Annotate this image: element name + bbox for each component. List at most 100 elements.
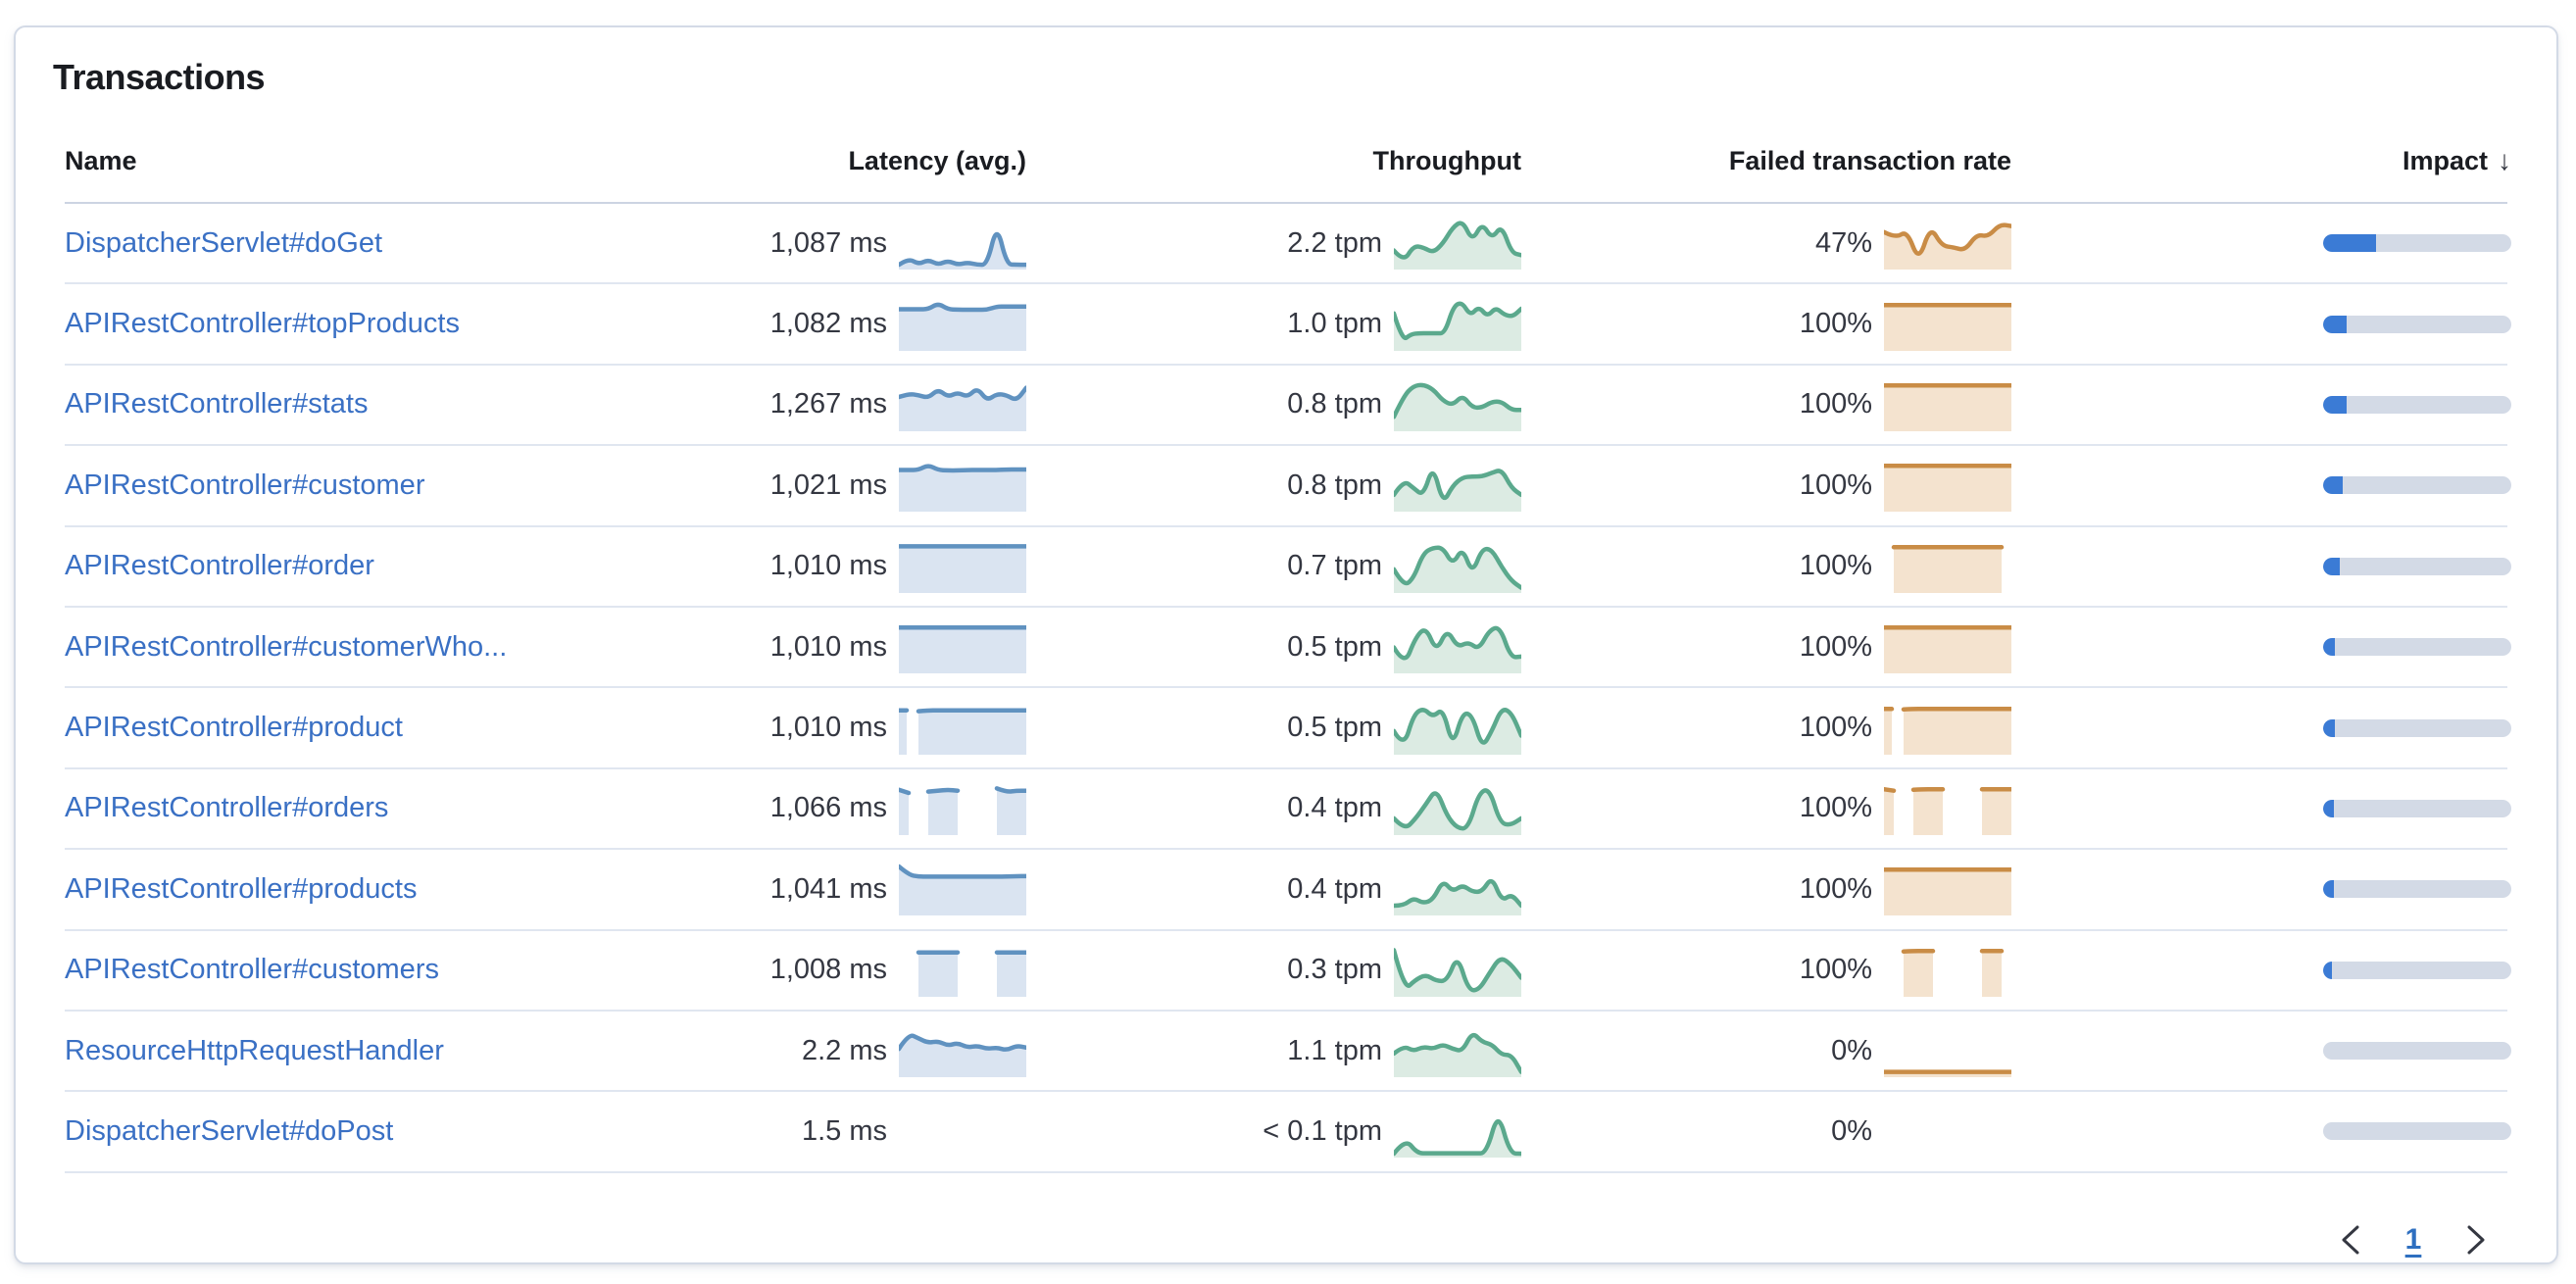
table-row: APIRestController#customerWho... 1,010 m… [65,608,2511,689]
column-header-failed-rate[interactable]: Failed transaction rate [1728,145,2011,175]
latency-value: 1,010 ms [769,550,887,582]
impact-bar [2323,476,2511,495]
failed-rate-cell: 100% [1521,944,2011,997]
failed-rate-sparkline [1884,706,2011,755]
name-cell: APIRestController#customerWho... [65,631,712,664]
pagination: 1 [65,1212,2507,1267]
table-row: APIRestController#topProducts 1,082 ms 1… [65,284,2511,366]
column-header-latency[interactable]: Latency (avg.) [848,145,1026,175]
page-number-1[interactable]: 1 [2404,1222,2422,1256]
throughput-value: 0.7 tpm [1287,550,1382,582]
failed-rate-value: 0% [1831,1114,1872,1147]
failed-rate-cell: 100% [1521,782,2011,835]
throughput-cell: 1.1 tpm [1026,1024,1521,1078]
failed-rate-value: 100% [1799,469,1872,501]
impact-bar [2323,557,2511,575]
throughput-cell: 0.5 tpm [1026,620,1521,674]
impact-cell [2011,880,2511,899]
throughput-cell: 1.0 tpm [1026,298,1521,351]
failed-rate-cell: 100% [1521,459,2011,513]
throughput-sparkline [1394,221,1521,271]
latency-value: 1,267 ms [769,388,887,420]
throughput-cell: 0.8 tpm [1026,459,1521,513]
throughput-cell: 0.4 tpm [1026,782,1521,835]
table-row: APIRestController#product 1,010 ms 0.5 t… [65,688,2511,769]
impact-cell [2011,315,2511,333]
impact-bar-fill [2323,638,2336,657]
name-cell: APIRestController#customer [65,469,712,502]
failed-rate-value: 100% [1799,712,1872,744]
failed-rate-cell: 100% [1521,863,2011,916]
transaction-link[interactable]: APIRestController#order [65,550,374,582]
throughput-value: 0.3 tpm [1287,954,1382,986]
panel-title: Transactions [53,57,266,97]
throughput-value: 0.5 tpm [1287,630,1382,663]
failed-rate-cell: 0% [1521,1105,2011,1158]
chevron-right-icon [2467,1225,2485,1255]
impact-bar [2323,234,2511,253]
column-header-impact[interactable]: Impact ↓ [2011,145,2511,176]
failed-rate-cell: 100% [1521,702,2011,755]
impact-cell [2011,476,2511,495]
transaction-link[interactable]: APIRestController#product [65,712,403,744]
throughput-sparkline [1394,469,1521,513]
next-page-button[interactable] [2449,1212,2503,1267]
throughput-cell: 0.4 tpm [1026,863,1521,916]
impact-bar-fill [2323,234,2376,253]
transaction-link[interactable]: APIRestController#stats [65,388,369,420]
impact-cell [2011,557,2511,575]
impact-bar-fill [2323,476,2344,495]
transaction-link[interactable]: APIRestController#topProducts [65,308,460,340]
throughput-cell: 0.5 tpm [1026,702,1521,755]
column-header-name[interactable]: Name [65,145,137,175]
chevron-left-icon [2342,1225,2359,1255]
impact-cell [2011,799,2511,817]
failed-rate-sparkline [1884,383,2011,431]
name-cell: APIRestController#order [65,550,712,582]
impact-bar [2323,961,2511,979]
previous-page-button[interactable] [2323,1212,2378,1267]
impact-cell [2011,1122,2511,1141]
latency-cell: 1,267 ms [712,378,1026,431]
latency-cell: 2.2 ms [712,1024,1026,1078]
name-cell: APIRestController#product [65,712,712,744]
table-row: APIRestController#order 1,010 ms 0.7 tpm… [65,527,2511,608]
column-header-throughput[interactable]: Throughput [1372,145,1521,175]
transaction-link[interactable]: ResourceHttpRequestHandler [65,1034,444,1066]
failed-rate-sparkline [1884,867,2011,916]
failed-rate-sparkline [1884,786,2011,835]
transaction-link[interactable]: DispatcherServlet#doPost [65,1114,394,1147]
throughput-value: 2.2 tpm [1287,226,1382,259]
impact-cell [2011,1042,2511,1061]
latency-value: 1,010 ms [769,630,887,663]
impact-bar [2323,1042,2511,1061]
transaction-link[interactable]: APIRestController#customerWho... [65,630,508,663]
impact-bar-fill [2323,799,2334,817]
latency-cell: 1,082 ms [712,298,1026,351]
transaction-link[interactable]: DispatcherServlet#doGet [65,226,382,259]
latency-value: 1,082 ms [769,308,887,340]
transaction-link[interactable]: APIRestController#customer [65,469,425,501]
impact-bar [2323,799,2511,817]
throughput-sparkline [1394,1033,1521,1078]
latency-sparkline [899,786,1026,835]
throughput-value: 0.5 tpm [1287,712,1382,744]
impact-bar [2323,638,2511,657]
impact-cell [2011,638,2511,657]
transaction-link[interactable]: APIRestController#customers [65,954,439,986]
latency-cell: 1,008 ms [712,944,1026,997]
latency-sparkline [899,1033,1026,1078]
impact-bar [2323,1122,2511,1141]
latency-cell: 1,041 ms [712,863,1026,916]
failed-rate-sparkline [1884,1069,2011,1078]
transaction-link[interactable]: APIRestController#orders [65,792,389,824]
throughput-value: 0.8 tpm [1287,469,1382,501]
transactions-table: Name Latency (avg.) Throughput Failed tr… [65,120,2511,1173]
table-row: APIRestController#stats 1,267 ms 0.8 tpm… [65,366,2511,447]
transaction-link[interactable]: APIRestController#products [65,872,418,905]
impact-bar [2323,880,2511,899]
failed-rate-cell: 100% [1521,540,2011,593]
throughput-value: 1.0 tpm [1287,308,1382,340]
table-row: APIRestController#customers 1,008 ms 0.3… [65,931,2511,1012]
latency-cell: 1.5 ms [712,1105,1026,1158]
